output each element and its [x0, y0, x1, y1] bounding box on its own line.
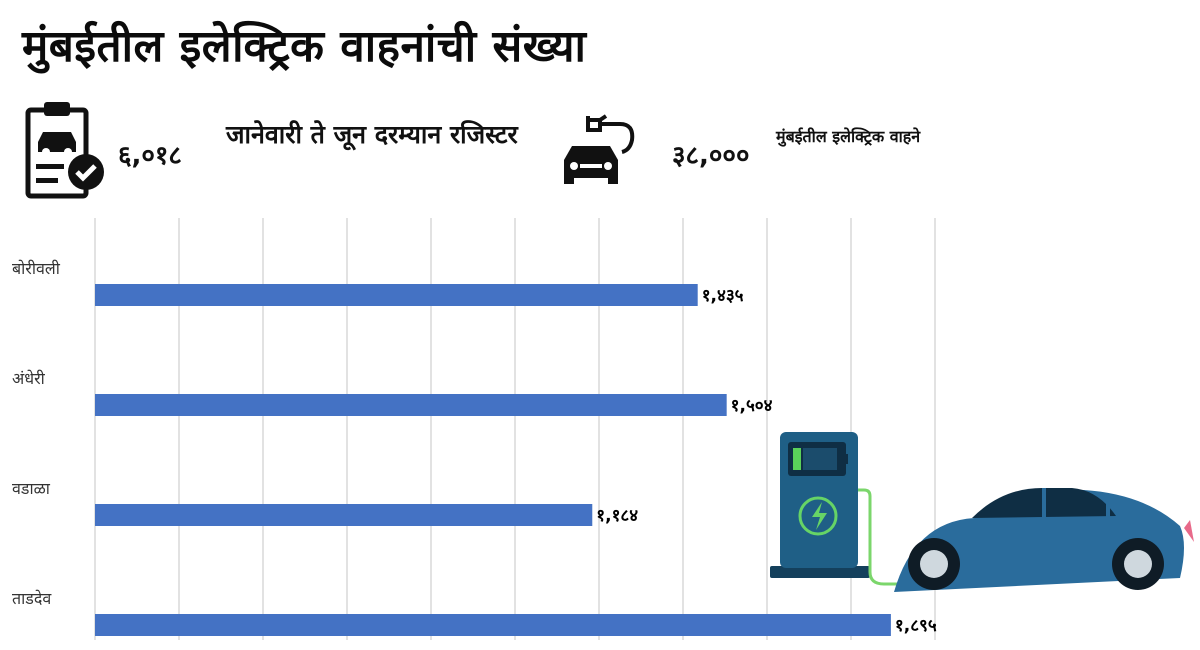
electric-car-plug-icon — [564, 114, 635, 184]
value-label: १,४३५ — [702, 286, 744, 306]
page-title: मुंबईतील इलेक्ट्रिक वाहनांची संख्या — [22, 21, 587, 72]
total-ev-label: मुंबईतील इलेक्ट्रिक वाहने — [776, 127, 921, 146]
registered-label: जानेवारी ते जून दरम्यान रजिस्टर — [226, 120, 518, 149]
value-label: १,८९५ — [895, 616, 937, 636]
chart-labels: बोरीवली १,४३५ अंधेरी १,५०४ वडाळा १,१८४ ताडदेव १… — [12, 259, 937, 636]
total-ev-count: ३८,००० — [672, 141, 750, 171]
bar-3 — [95, 614, 891, 636]
bar-2 — [95, 504, 593, 526]
bar-0 — [95, 284, 698, 306]
value-label: १,५०४ — [731, 396, 773, 416]
category-label: अंधेरी — [12, 369, 46, 388]
registered-count: ६,०१८ — [118, 141, 182, 171]
category-label: ताडदेव — [12, 589, 52, 608]
category-label: वडाळा — [12, 479, 51, 498]
value-label: १,१८४ — [596, 506, 638, 526]
category-label: बोरीवली — [12, 259, 61, 278]
clipboard-car-check-icon — [25, 102, 104, 199]
bar-1 — [95, 394, 727, 416]
ev-charging-illustration — [770, 432, 1194, 592]
chart-bars — [95, 284, 891, 636]
